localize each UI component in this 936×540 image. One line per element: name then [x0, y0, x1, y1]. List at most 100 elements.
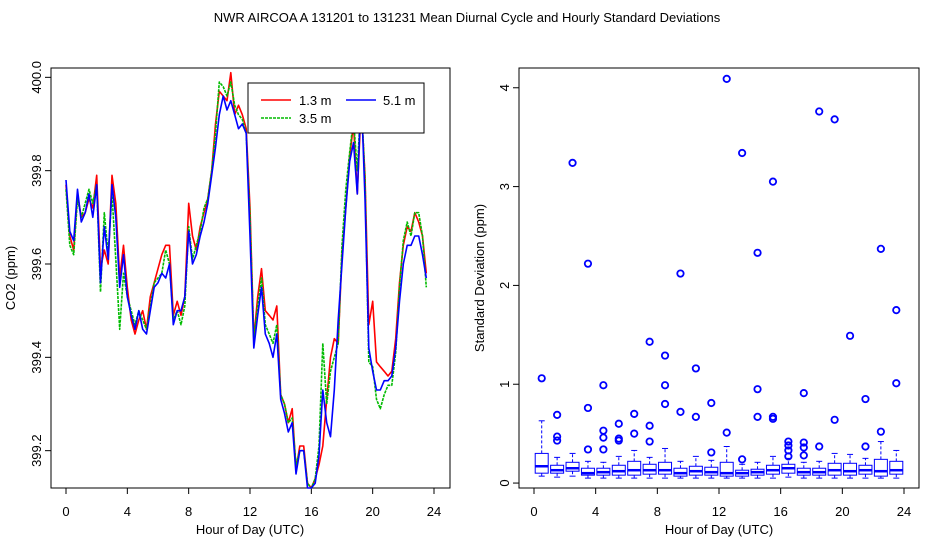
boxplot-outlier: [645, 421, 654, 430]
boxplot-hour: [843, 331, 858, 479]
figure-title: NWR AIRCOA A 131201 to 131231 Mean Diurn…: [214, 10, 721, 25]
diurnal-x-tick-label: 0: [62, 504, 69, 519]
legend-label-5-1m: 5.1 m: [383, 93, 416, 108]
diurnal-y-axis-label: CO2 (ppm): [3, 246, 18, 310]
boxplot-hour: [673, 269, 688, 479]
boxplot-outlier: [799, 451, 808, 460]
diurnal-x-tick-label: 12: [243, 504, 257, 519]
std-dev-y-axis: 0 1 2 3 4: [497, 84, 519, 487]
boxplot-outlier: [738, 455, 747, 464]
boxplot-outlier: [722, 428, 731, 437]
std-dev-x-tick-label: 16: [773, 504, 787, 519]
boxplot-box: [627, 460, 642, 476]
std-dev-plot-frame: [518, 67, 920, 489]
boxplot-outlier: [691, 412, 700, 421]
diurnal-x-tick-label: 4: [124, 504, 131, 519]
std-dev-x-tick-label: 4: [592, 504, 599, 519]
boxplot-outlier: [830, 415, 839, 424]
std-dev-x-tick-label: 20: [835, 504, 849, 519]
boxplot-outlier: [553, 436, 562, 445]
boxplot-outlier: [784, 446, 793, 455]
boxplot-outlier: [660, 351, 670, 360]
boxplot-box: [658, 461, 673, 475]
boxplot-box: [565, 461, 580, 472]
diurnal-x-tick-label: 20: [365, 504, 379, 519]
boxplot-hour: [658, 351, 673, 479]
boxplot-hour: [642, 337, 657, 479]
diurnal-x-axis: 0 4 8 12 16 20 24: [62, 488, 441, 519]
boxplot-outlier: [707, 398, 716, 408]
boxplot-outlier: [861, 442, 870, 451]
boxplot-hour: [580, 259, 595, 479]
std-dev-y-tick-label: 4: [497, 84, 512, 91]
boxplot-outlier: [537, 374, 546, 383]
boxplot-hour: [889, 306, 904, 479]
boxplot-hour: [781, 437, 796, 478]
boxplot-hour: [550, 410, 565, 478]
std-dev-boxplots: [534, 74, 904, 479]
boxplot-hour: [688, 364, 703, 479]
diurnal-cycle-panel: 0 4 8 12 16 20 24 399.2 399.4 399.6 399.8 400.0 Ho…: [3, 61, 451, 537]
boxplot-outlier: [599, 426, 608, 435]
boxplot-outlier: [892, 379, 901, 388]
boxplot-outlier: [583, 445, 593, 454]
boxplot-hour: [735, 148, 750, 479]
boxplot-outlier: [753, 385, 762, 394]
boxplot-outlier: [676, 269, 685, 278]
std-dev-x-axis-label: Hour of Day (UTC): [665, 522, 773, 537]
diurnal-x-tick-label: 16: [304, 504, 318, 519]
diurnal-series-lines: [65, 71, 428, 489]
diurnal-y-tick-label: 399.4: [29, 341, 44, 374]
boxplot-outlier: [645, 337, 654, 346]
boxplot-box: [843, 462, 858, 476]
boxplot-outlier: [599, 381, 608, 390]
boxplot-outlier: [553, 432, 562, 441]
boxplot-outlier: [738, 148, 747, 158]
boxplot-outlier: [583, 259, 593, 268]
diurnal-y-axis: 399.2 399.4 399.6 399.8 400.0: [29, 61, 51, 467]
boxplot-outlier: [892, 306, 901, 315]
diurnal-y-tick-label: 400.0: [29, 61, 44, 94]
boxplot-outlier: [845, 331, 855, 340]
boxplot-outlier: [568, 158, 577, 167]
std-dev-y-tick-label: 2: [497, 282, 512, 289]
boxplot-outlier: [645, 437, 654, 446]
boxplot-outlier: [861, 394, 870, 404]
boxplot-outlier: [768, 177, 778, 186]
boxplot-hour: [596, 381, 611, 479]
boxplot-outlier: [614, 419, 623, 428]
boxplot-hour: [534, 374, 549, 477]
boxplot-outlier: [660, 381, 670, 390]
legend-label-1-3m: 1.3 m: [299, 93, 332, 108]
boxplot-outlier: [768, 412, 778, 421]
series-line-5-1-m: [65, 90, 428, 489]
boxplot-outlier: [691, 364, 700, 373]
std-dev-y-tick-label: 3: [497, 183, 512, 190]
std-dev-x-tick-label: 24: [897, 504, 911, 519]
std-dev-y-tick-label: 1: [497, 381, 512, 388]
diurnal-x-axis-label: Hour of Day (UTC): [196, 522, 304, 537]
boxplot-hour: [704, 398, 719, 479]
boxplot-outlier: [707, 448, 716, 457]
boxplot-outlier: [630, 429, 639, 438]
legend-label-3-5m: 3.5 m: [299, 111, 332, 126]
boxplot-outlier: [630, 409, 639, 418]
boxplot-outlier: [799, 438, 808, 447]
boxplot-hour: [873, 244, 888, 479]
boxplot-outlier: [676, 407, 685, 417]
std-dev-x-tick-label: 12: [712, 504, 726, 519]
boxplot-outlier: [815, 107, 824, 116]
boxplot-box: [580, 467, 595, 476]
boxplot-hour: [827, 115, 842, 479]
boxplot-hour: [858, 394, 873, 479]
boxplot-hour: [611, 419, 626, 479]
diurnal-x-tick-label: 24: [427, 504, 441, 519]
boxplot-outlier: [799, 443, 808, 452]
boxplot-outlier: [815, 442, 824, 451]
boxplot-outlier: [830, 115, 839, 124]
boxplot-outlier: [753, 412, 762, 421]
boxplot-outlier: [553, 410, 562, 419]
diurnal-x-tick-label: 8: [185, 504, 192, 519]
